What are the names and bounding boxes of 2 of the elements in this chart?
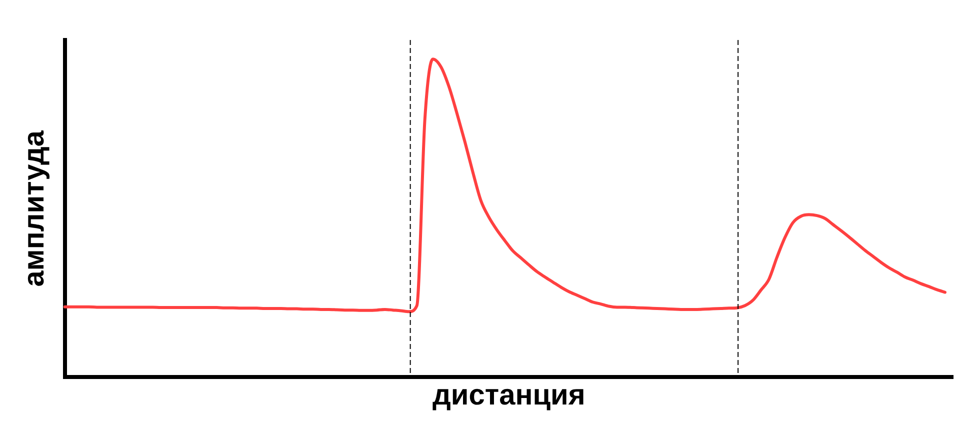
y-axis-title: амплитуда <box>18 130 50 287</box>
x-axis-title: дистанция <box>432 380 586 412</box>
